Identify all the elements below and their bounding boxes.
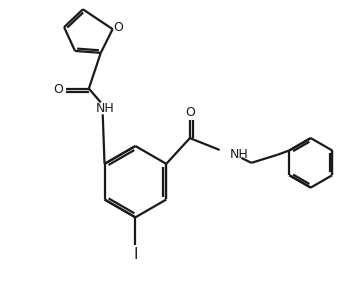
Text: NH: NH [95, 102, 114, 115]
Text: I: I [133, 248, 138, 263]
Text: O: O [113, 21, 124, 34]
Text: O: O [53, 83, 63, 96]
Text: NH: NH [229, 148, 248, 161]
Text: O: O [185, 106, 195, 119]
